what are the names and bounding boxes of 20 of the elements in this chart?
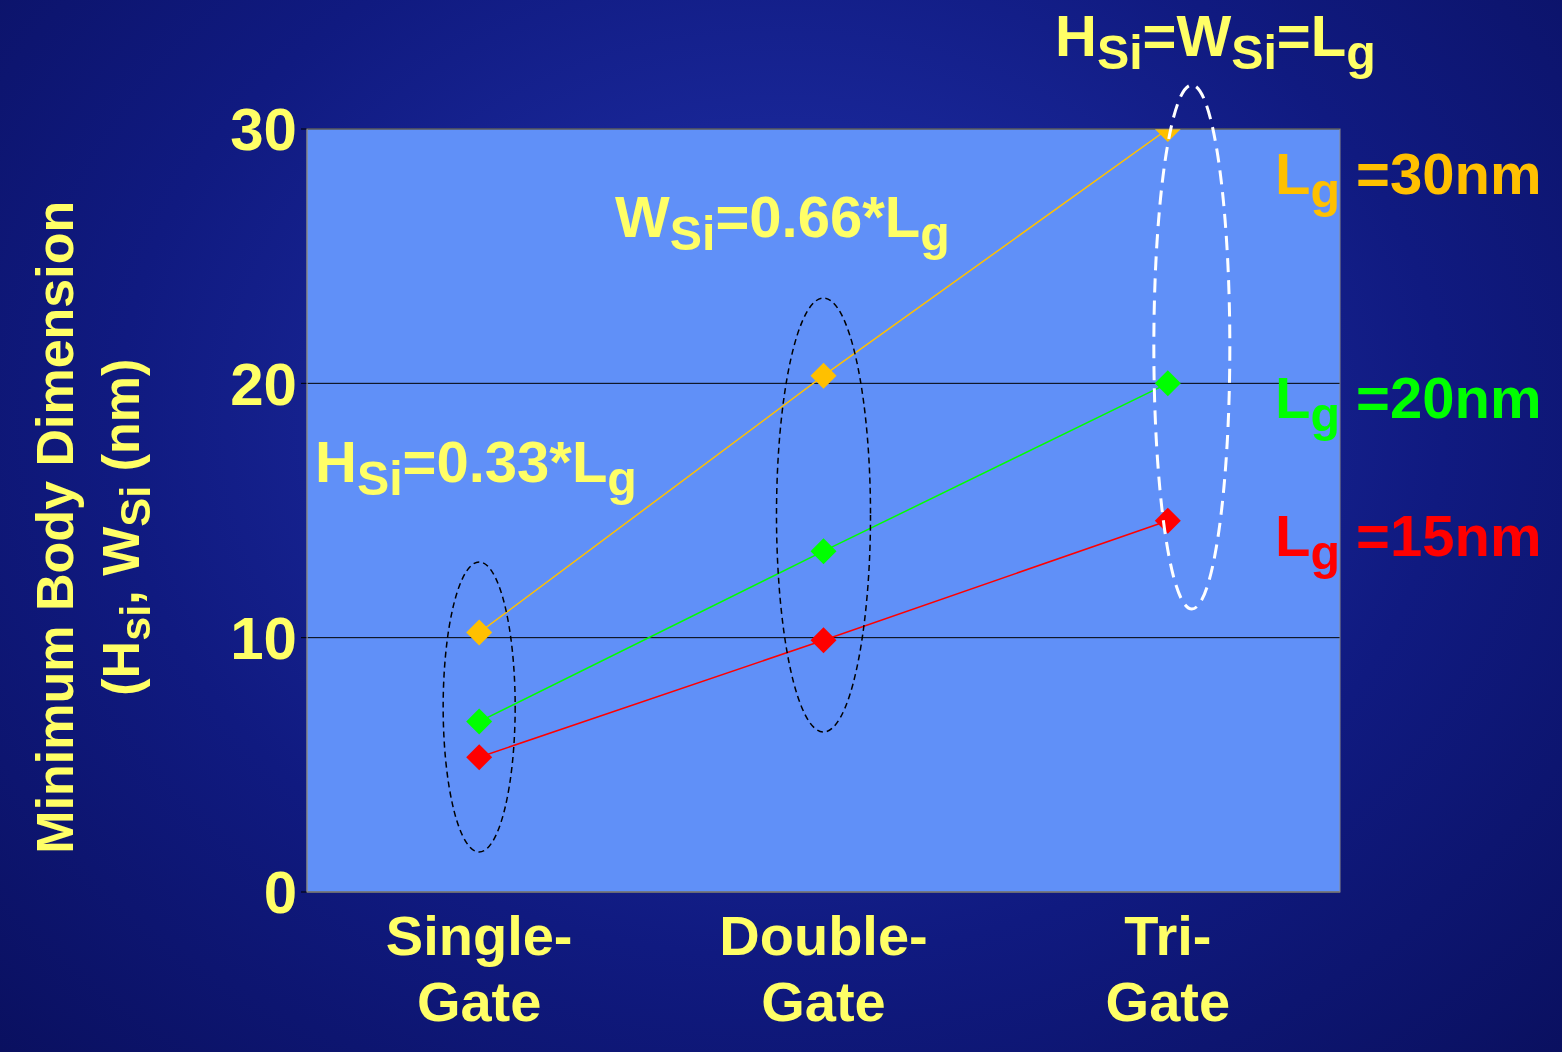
point xyxy=(466,619,493,646)
y-tick-label: 10 xyxy=(230,604,297,672)
y-tick-label: 0 xyxy=(263,859,297,927)
y-tick-label: 30 xyxy=(230,96,297,164)
annotation: W$_{Si}$=0.66*L$_{g}$ xyxy=(615,183,950,261)
text: H$_{Si}$=W$_{Si}$=L$_{g}$ xyxy=(1055,2,1376,80)
series-label: L$_{g}$ =15nm xyxy=(1275,501,1542,580)
point xyxy=(810,362,837,389)
series-label: L$_{g}$ =20nm xyxy=(1275,364,1542,442)
point xyxy=(1154,370,1181,397)
y-tick-label: 20 xyxy=(230,350,297,418)
x-tick-label: Double-Gate xyxy=(719,904,928,1033)
point xyxy=(466,708,493,735)
point xyxy=(810,627,837,654)
annotation: H$_{Si}$=0.33*L$_{g}$ xyxy=(315,428,637,506)
point xyxy=(810,538,837,565)
x-tick-label: Single-Gate xyxy=(385,904,573,1033)
x-tick-label: Tri-Gate xyxy=(1105,904,1231,1033)
point xyxy=(466,744,493,771)
series-label: L$_{g}$ =30nm xyxy=(1275,140,1542,218)
